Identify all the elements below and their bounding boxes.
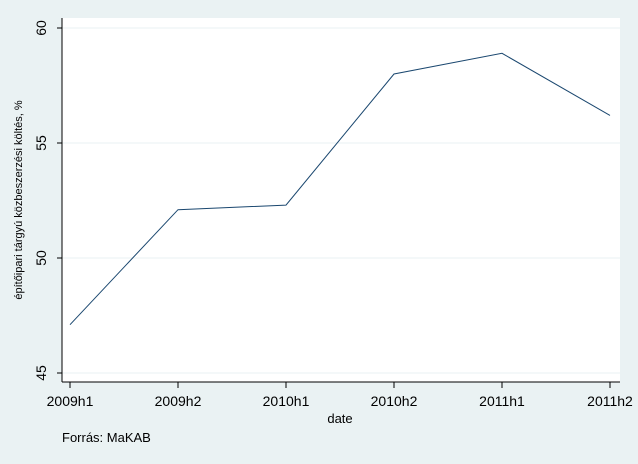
x-tick-label: 2010h1 (263, 393, 310, 409)
x-tick-label: 2010h2 (371, 393, 418, 409)
y-axis-title: építőipari tárgyú közbeszerzési költés, … (13, 100, 25, 300)
axes (61, 18, 620, 383)
x-ticks: 2009h1 2009h2 2010h1 2010h2 2011h1 2011h2 (47, 382, 633, 409)
y-tick-label: 50 (33, 250, 49, 266)
x-tick-label: 2011h1 (479, 393, 525, 409)
source-note: Forrás: MaKAB (62, 430, 151, 445)
series-layer (69, 52, 611, 326)
x-tick-label: 2009h1 (47, 393, 94, 409)
gridlines (62, 27, 620, 374)
plot-area (62, 18, 620, 382)
y-tick-label: 60 (33, 20, 49, 36)
series-line (69, 52, 611, 326)
y-tick-label: 45 (33, 365, 49, 381)
y-ticks: 45 50 55 60 (33, 20, 62, 381)
y-tick-label: 55 (33, 135, 49, 151)
x-tick-label: 2011h2 (587, 393, 633, 409)
x-axis-title: date (327, 411, 352, 426)
x-tick-label: 2009h2 (155, 393, 202, 409)
